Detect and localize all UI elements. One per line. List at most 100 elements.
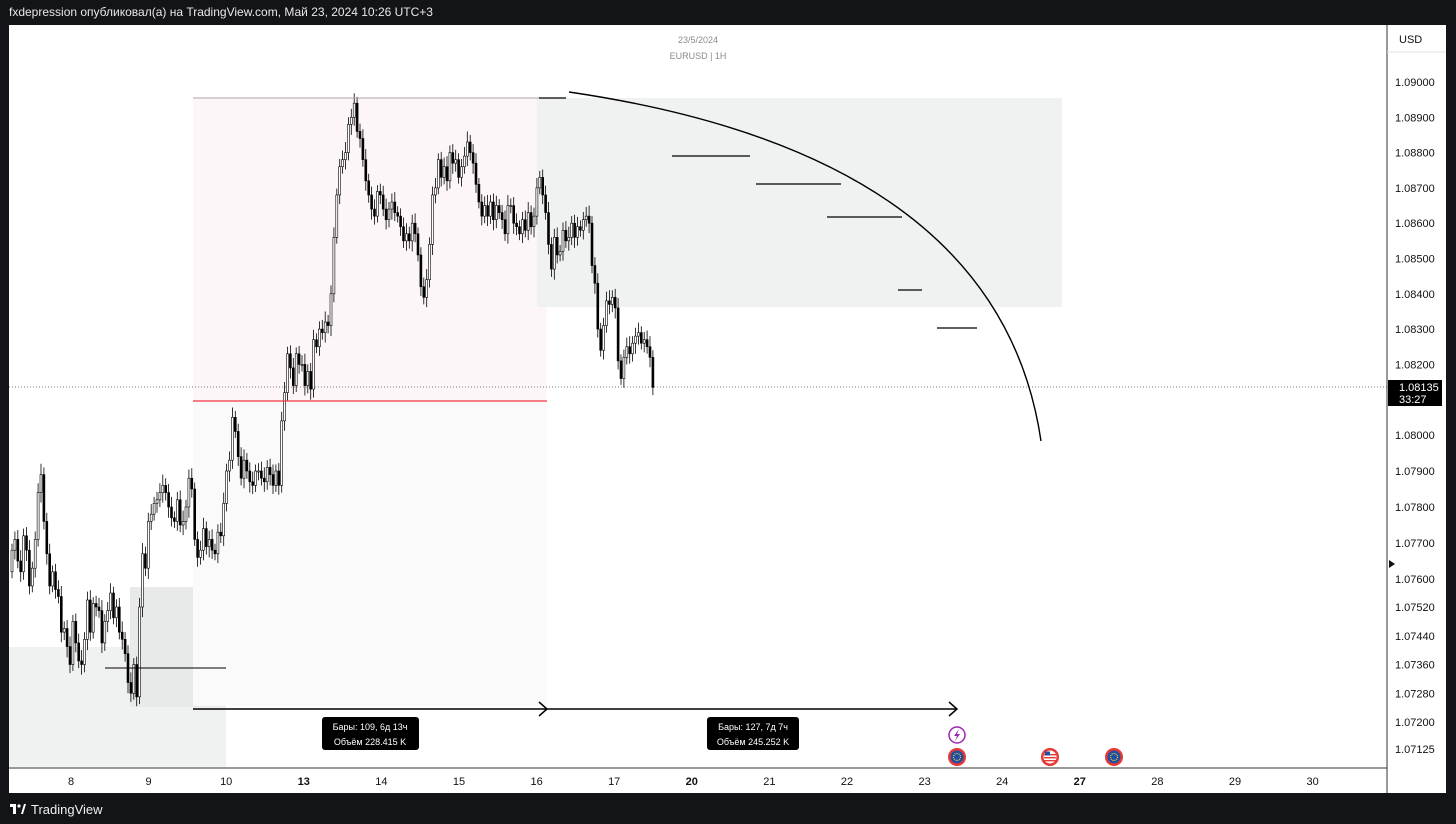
candle-body (91, 603, 95, 633)
chart-panel[interactable]: 23/5/2024 EURUSD | 1H USD 1.09000 1.08900… (9, 25, 1446, 793)
candle-body (593, 265, 597, 284)
price-tick-label: 1.08700 (1395, 183, 1435, 195)
price-tick-label: 1.08500 (1395, 254, 1435, 266)
candle-body (54, 571, 57, 590)
candle-body (532, 215, 536, 228)
measure-label-2[interactable]: Бары: 127, 7д 7ч Объём 245.252 K (707, 717, 799, 750)
candle-body (57, 589, 60, 597)
price-tick-label: 1.07700 (1395, 538, 1435, 550)
publish-header: fxdepression опубликовал(а) на TradingVi… (0, 0, 1456, 25)
price-tick-label: 1.08400 (1395, 289, 1435, 301)
time-tick-label: 21 (763, 776, 775, 788)
candle-body (373, 208, 376, 217)
candle-body (19, 560, 22, 573)
candle-body (645, 339, 649, 348)
candle-body (303, 364, 307, 386)
candle-body (555, 237, 559, 256)
eu-flag-icon[interactable] (1105, 748, 1123, 766)
candle-body (71, 621, 75, 665)
candle-body (451, 152, 455, 164)
candle-body (315, 339, 318, 348)
candle-body (500, 212, 504, 220)
candle-body (497, 205, 501, 213)
distribution-range-box (537, 98, 1062, 307)
candle-body (242, 459, 246, 479)
candle-body (344, 152, 347, 160)
candle-body (564, 229, 568, 242)
candle-body (637, 332, 640, 337)
price-axis[interactable]: 1.09000 1.08900 1.08800 1.08700 1.08600 1.085… (1395, 77, 1435, 756)
candle-body (59, 596, 63, 633)
candle-body (118, 606, 121, 633)
candle-body (161, 485, 165, 493)
candle-body (196, 539, 199, 558)
us-flag-icon[interactable] (1041, 748, 1059, 766)
price-tick-label: 1.08300 (1395, 324, 1435, 336)
candle-body (521, 219, 524, 235)
measure-bars-1: Бары: 109, 6д 13ч (333, 722, 408, 732)
candle-body (280, 420, 284, 486)
time-tick-label: 10 (220, 776, 232, 788)
price-tick-label: 1.07280 (1395, 688, 1435, 700)
candle-body (236, 431, 240, 457)
eu-flag-icon[interactable] (948, 748, 966, 766)
chart-canvas[interactable]: 23/5/2024 EURUSD | 1H USD 1.09000 1.08900… (9, 25, 1446, 793)
candle-body (205, 528, 208, 547)
candle-body (33, 539, 37, 569)
candle-body (297, 353, 301, 365)
time-axis[interactable]: 8 9 10 13 14 15 16 17 20 21 22 23 24 27 28 29 30 (68, 776, 1319, 788)
time-tick-label: 27 (1074, 776, 1086, 788)
measure-label-1[interactable]: Бары: 109, 6д 13ч Объём 228.415 K (322, 717, 419, 750)
candle-body (405, 233, 408, 242)
current-price-value: 1.08135 (1399, 382, 1439, 394)
tradingview-brand[interactable]: TradingView (10, 802, 103, 817)
candle-body (349, 117, 353, 125)
time-tick-label: 22 (841, 776, 853, 788)
lightning-event-icon[interactable] (948, 726, 966, 744)
candle-body (486, 205, 489, 217)
candle-body (176, 499, 179, 522)
bar-countdown: 33:27 (1399, 394, 1427, 406)
candle-body (144, 553, 147, 569)
candle-body (216, 531, 220, 555)
measure-volume-2: Объём 245.252 K (717, 737, 789, 747)
axis-marker-icon (1389, 560, 1395, 568)
candle-body (376, 191, 379, 217)
candle-body (30, 567, 34, 587)
candle-body (631, 342, 634, 355)
discount-zone-box (193, 401, 547, 706)
candle-body (610, 297, 614, 305)
time-tick-label: 9 (146, 776, 152, 788)
candle-body (332, 237, 336, 295)
candle-body (329, 293, 333, 326)
candle-body (39, 474, 43, 493)
candle-body (132, 664, 136, 694)
price-tick-label: 1.07600 (1395, 574, 1435, 586)
candle-body (529, 212, 533, 228)
candle-body (489, 201, 492, 217)
currency-label[interactable]: USD (1399, 34, 1422, 46)
candle-body (538, 177, 542, 189)
candle-body (254, 470, 257, 486)
candle-body (523, 219, 527, 231)
price-tick-label: 1.07125 (1395, 744, 1435, 756)
candle-body (173, 517, 176, 522)
time-tick-label: 24 (996, 776, 1008, 788)
candle-body (112, 592, 115, 619)
candle-body (300, 364, 304, 366)
candle-body (80, 660, 83, 665)
candle-body (68, 646, 72, 665)
candle-body (36, 492, 40, 540)
candle-body (141, 553, 144, 608)
candle-body (335, 194, 339, 238)
candle-body (184, 506, 188, 522)
time-tick-label: 30 (1306, 776, 1318, 788)
candle-body (465, 141, 469, 157)
candle-body (370, 194, 373, 210)
footer-brand-text: TradingView (31, 801, 103, 817)
candle-body (86, 599, 89, 640)
time-tick-label: 8 (68, 776, 74, 788)
candle-body (431, 194, 434, 245)
measure-volume-1: Объём 228.415 K (334, 737, 406, 747)
candle-body (199, 549, 202, 558)
